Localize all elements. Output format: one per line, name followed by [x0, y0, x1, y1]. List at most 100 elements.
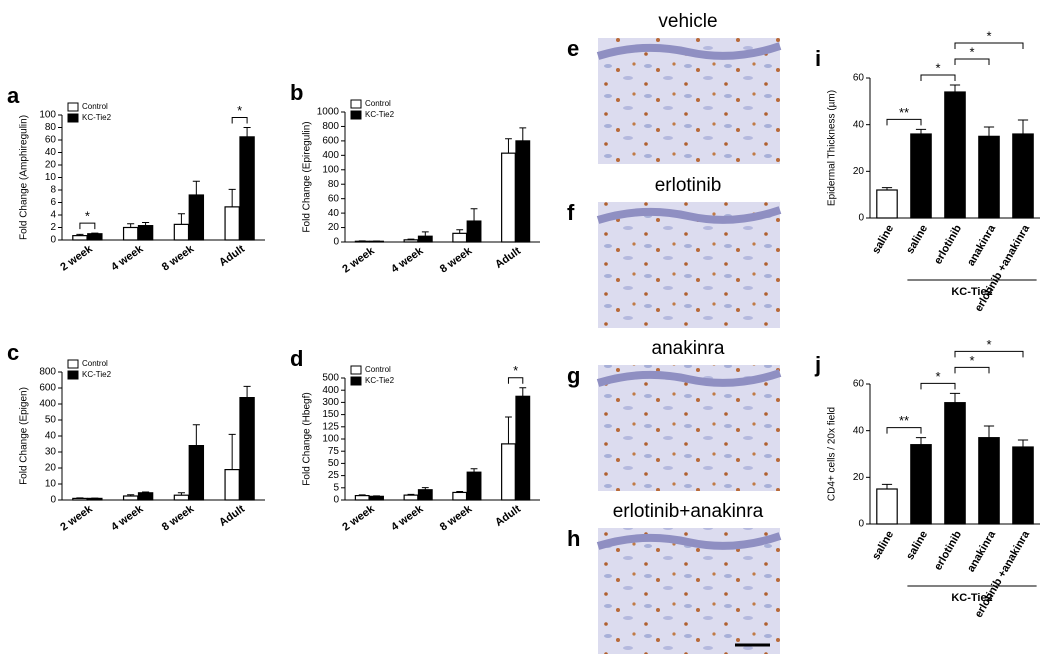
significance-label: ** — [899, 105, 909, 120]
significance-label: * — [85, 209, 90, 224]
significance-bracket — [954, 350, 1024, 358]
error-bar — [915, 128, 927, 134]
bar — [122, 495, 139, 501]
bar — [910, 444, 932, 525]
bar — [515, 140, 531, 243]
significance-label: * — [237, 103, 242, 118]
significance-bracket — [507, 377, 524, 384]
histology-image — [598, 38, 780, 164]
group-label: KC-Tie2 — [951, 592, 992, 604]
x-tick-label: 4 week — [389, 245, 426, 276]
legend-swatch — [350, 376, 362, 386]
y-tick-label: 100 — [322, 164, 339, 175]
epidermis — [596, 369, 782, 387]
bar — [417, 235, 433, 243]
y-axis-label: Fold Change (Hbegf) — [302, 392, 313, 485]
bar — [72, 235, 88, 241]
y-tick-label: 0 — [333, 237, 339, 248]
error-bar — [470, 208, 478, 222]
significance-bracket — [886, 427, 922, 434]
error-bar — [228, 188, 236, 207]
y-axis-label: Fold Change (Amphiregulin) — [19, 115, 30, 240]
y-tick-label: 1000 — [317, 107, 340, 118]
legend-swatch — [67, 370, 79, 380]
legend-label: KC-Tie2 — [82, 113, 112, 122]
histology-image — [598, 202, 780, 328]
y-tick-label: 10 — [45, 479, 57, 490]
error-bar — [142, 222, 150, 226]
bar — [239, 397, 255, 501]
y-tick-label: 20 — [853, 166, 865, 177]
error-bar — [127, 494, 135, 496]
error-bar — [358, 494, 366, 496]
bar — [72, 497, 88, 501]
y-tick-label: 60 — [328, 193, 340, 204]
y-tick-label: 4 — [50, 210, 56, 221]
significance-bracket — [79, 222, 96, 230]
legend-label: KC-Tie2 — [365, 110, 395, 119]
y-tick-label: 40 — [328, 208, 340, 219]
error-bar — [949, 392, 961, 403]
y-tick-label: 50 — [45, 415, 57, 426]
bar — [403, 494, 419, 501]
y-tick-label: 75 — [328, 446, 340, 457]
error-bar — [456, 490, 464, 493]
bar — [978, 437, 1000, 525]
bar — [876, 488, 898, 525]
error-bar — [456, 229, 464, 234]
bar — [876, 189, 898, 219]
bar — [87, 233, 103, 241]
significance-label: * — [969, 44, 974, 59]
error-bar — [519, 127, 527, 141]
panel-letter: j — [814, 352, 821, 377]
panel-letter: i — [815, 46, 821, 71]
bar — [369, 495, 384, 501]
y-tick-label: 40 — [853, 119, 865, 130]
histology-image — [598, 365, 780, 491]
x-tick-label: 4 week — [109, 243, 146, 274]
y-tick-label: 0 — [858, 213, 864, 224]
error-bar — [421, 487, 429, 490]
x-tick-label: 8 week — [438, 245, 475, 276]
bar — [452, 491, 468, 501]
y-tick-label: 100 — [39, 110, 56, 121]
x-tick-label: saline — [904, 529, 930, 562]
significance-label: * — [935, 369, 940, 384]
error-bar — [1017, 119, 1029, 134]
group-label: KC-Tie2 — [951, 286, 992, 298]
bar — [944, 91, 966, 219]
x-tick-label: 8 week — [160, 503, 197, 534]
panel-letter: b — [290, 80, 303, 105]
image-label: vehicle — [658, 11, 717, 32]
bar — [501, 443, 516, 501]
x-tick-label: Adult — [493, 503, 523, 529]
epidermis — [596, 206, 782, 224]
bar — [188, 445, 205, 501]
error-bar — [407, 238, 415, 240]
error-bar — [192, 180, 200, 195]
error-bar — [470, 468, 478, 473]
significance-bracket — [886, 118, 922, 126]
bar — [224, 469, 240, 501]
bar — [137, 225, 154, 241]
y-tick-label: 500 — [322, 373, 339, 384]
panel-letter: a — [7, 83, 20, 108]
y-tick-label: 20 — [45, 160, 57, 171]
bar — [1012, 133, 1034, 219]
x-tick-label: saline — [870, 223, 896, 256]
y-tick-label: 2 — [50, 222, 56, 233]
significance-label: * — [935, 60, 940, 75]
x-tick-label: 2 week — [340, 503, 377, 534]
y-tick-label: 800 — [39, 367, 56, 378]
bar — [403, 239, 419, 243]
bar — [173, 494, 190, 501]
bar — [354, 495, 370, 501]
bar — [239, 136, 255, 241]
y-tick-label: 5 — [333, 482, 339, 493]
x-tick-label: 2 week — [340, 245, 377, 276]
y-tick-label: 40 — [45, 431, 57, 442]
y-tick-label: 150 — [322, 409, 339, 420]
significance-bracket — [954, 42, 1024, 49]
error-bar — [228, 433, 236, 470]
